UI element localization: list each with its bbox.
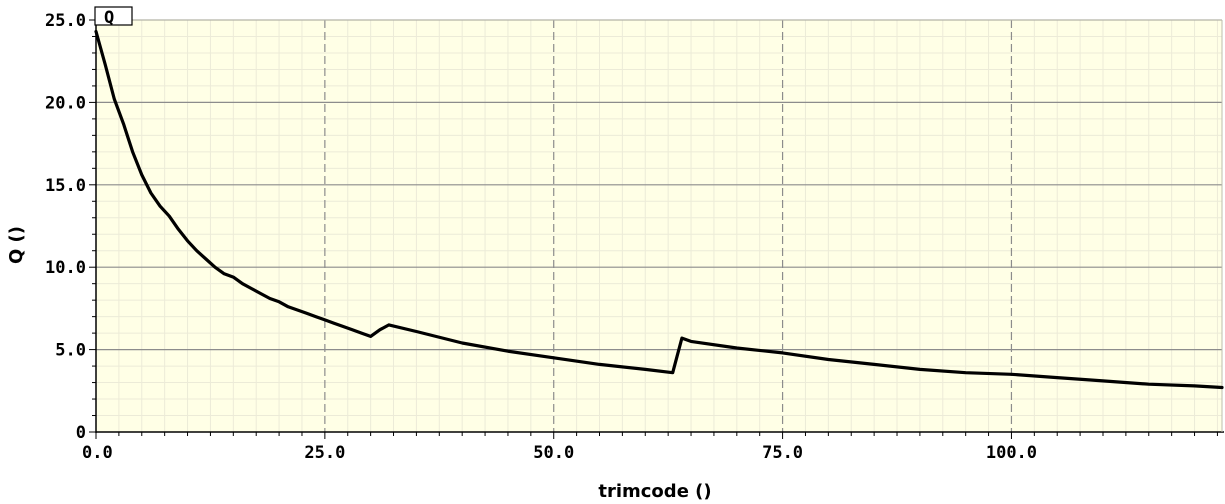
y-tick-labels: 0 5.0 10.0 15.0 20.0 25.0 <box>45 11 86 443</box>
legend-label: Q <box>104 8 114 28</box>
y-tick-label: 15.0 <box>45 176 86 196</box>
x-tick-label: 0.0 <box>82 443 113 463</box>
x-axis-title: trimcode () <box>598 481 711 502</box>
x-tick-label: 50.0 <box>533 443 574 463</box>
legend-box <box>94 6 133 26</box>
y-tick-label: 5.0 <box>55 341 86 361</box>
y-axis-title: Q () <box>6 226 27 264</box>
series-line-q <box>94 29 1224 390</box>
tick-marks <box>89 19 1218 439</box>
axes <box>95 19 1224 433</box>
major-grid <box>96 19 1222 432</box>
x-tick-label: 100.0 <box>986 443 1037 463</box>
y-tick-label: 25.0 <box>45 11 86 31</box>
y-tick-label: 10.0 <box>45 258 86 278</box>
x-tick-labels: 0.0 25.0 50.0 75.0 100.0 <box>82 443 1037 463</box>
x-tick-label: 25.0 <box>304 443 345 463</box>
y-tick-label: 0 <box>76 423 86 443</box>
x-tick-label: 75.0 <box>762 443 803 463</box>
legend: Q <box>94 6 133 28</box>
series-layer <box>94 29 1224 390</box>
y-tick-label: 20.0 <box>45 93 86 113</box>
